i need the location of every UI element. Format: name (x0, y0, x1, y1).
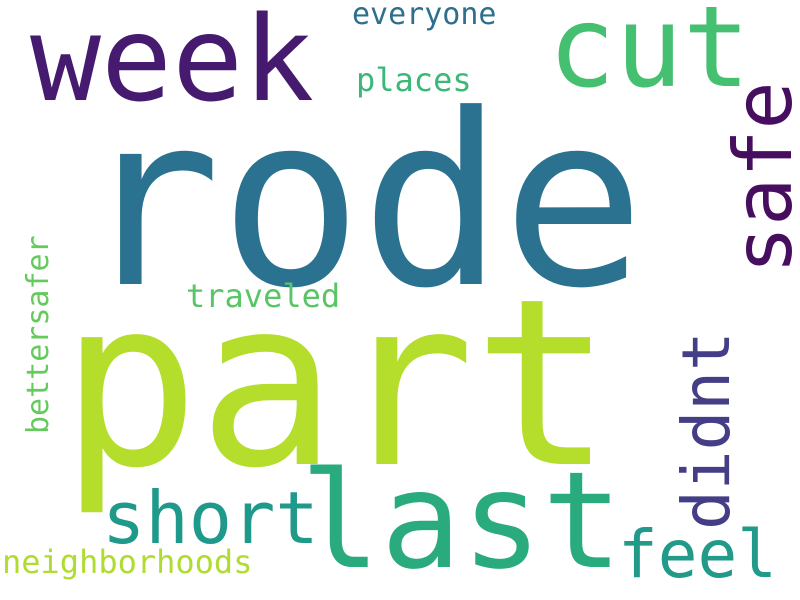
word-didnt: didnt (668, 331, 745, 530)
word-last: last (300, 443, 623, 599)
word-neighborhoods: neighborhoods (2, 543, 253, 581)
word-traveled: traveled (186, 277, 341, 315)
word-bettersafer: bettersafer (21, 235, 56, 434)
word-rode: rode (78, 64, 645, 341)
word-places: places (356, 61, 472, 99)
word-feel: feel (618, 516, 777, 593)
word-short: short (102, 476, 319, 560)
word-cut: cut (548, 0, 751, 113)
word-safe: safe (717, 81, 800, 274)
word-part: part (60, 249, 613, 519)
word-everyone: everyone (352, 0, 497, 32)
word-week: week (30, 0, 315, 128)
